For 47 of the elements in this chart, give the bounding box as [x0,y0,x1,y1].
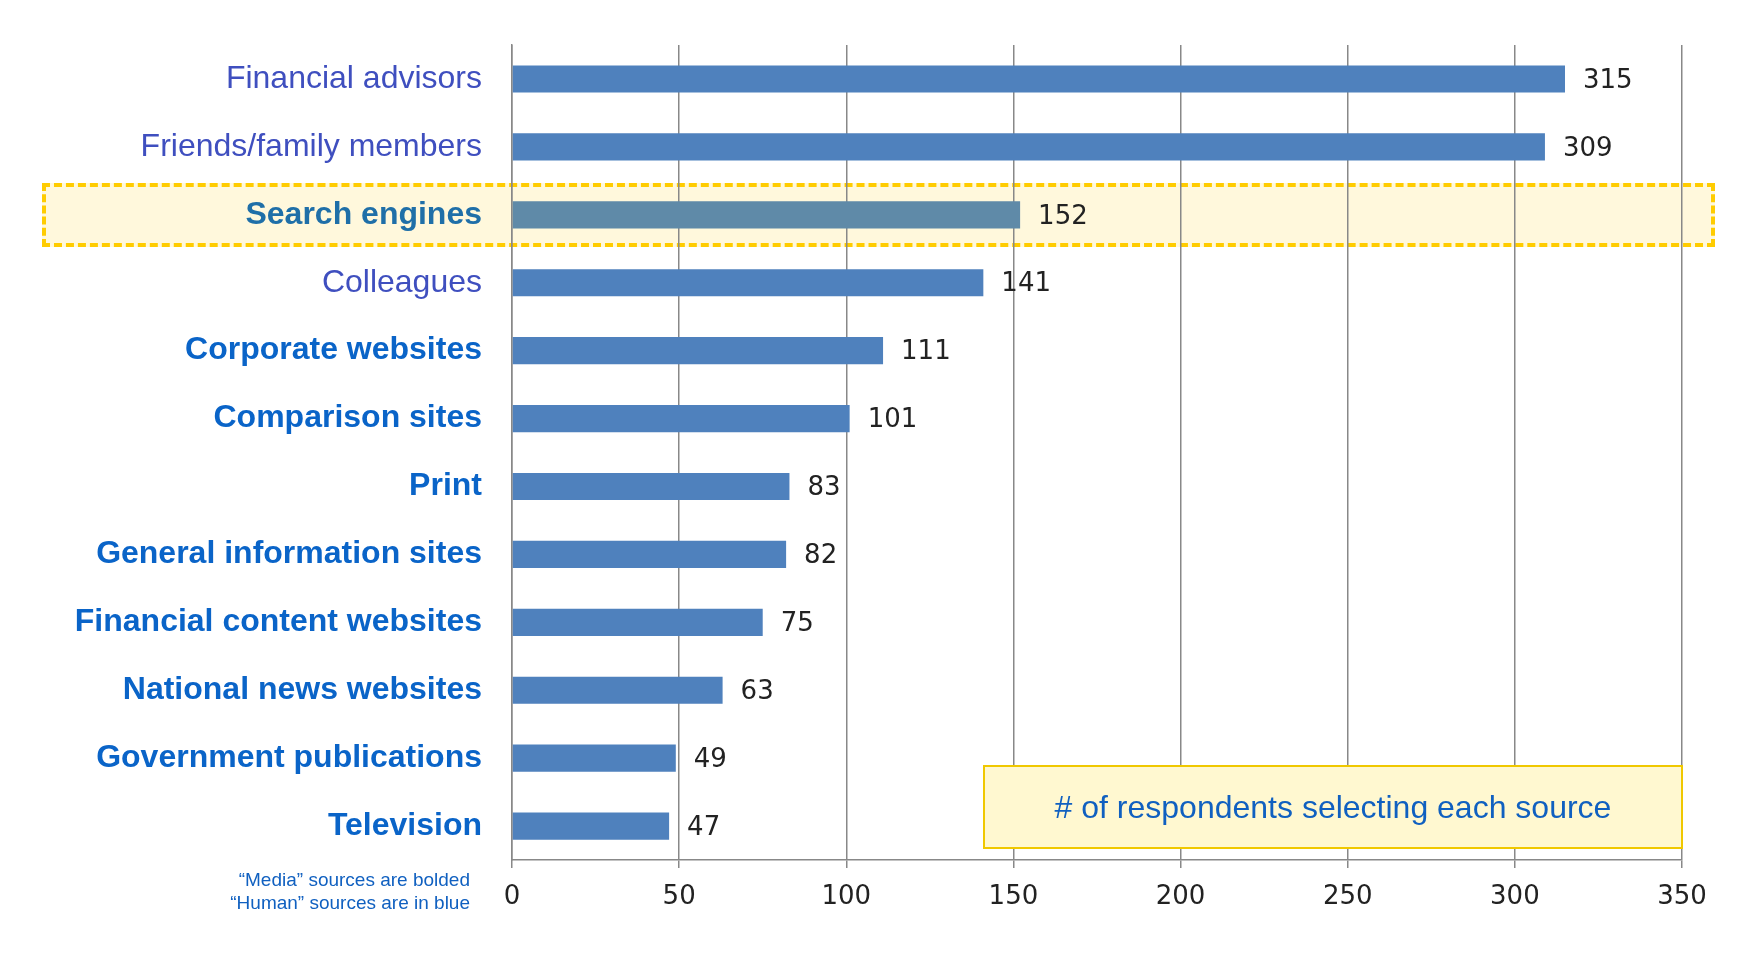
data-label: 111 [901,335,951,366]
data-label: 75 [780,607,814,638]
y-tick-label: Friends/family members [140,126,482,163]
x-tick-label: 100 [821,880,872,911]
data-label: 47 [687,810,721,841]
bar [512,744,676,772]
note-box: # of respondents selecting each source [983,765,1683,849]
data-label: 152 [1038,199,1088,230]
data-label: 49 [693,742,727,773]
text: “Media” sources are bolded [238,869,470,890]
x-tick-label: 250 [1322,880,1373,911]
y-tick-label: Comparison sites [213,398,482,435]
data-label: 83 [807,471,841,502]
bar [512,337,884,365]
bar [512,472,790,501]
x-tick-label: 300 [1490,880,1540,911]
y-tick-label: Search engines [245,194,482,231]
data-label: 63 [740,674,774,705]
data-label: 101 [867,403,918,434]
bar [512,608,763,636]
bar [512,540,787,568]
x-tick-label: 150 [988,880,1039,911]
bar [512,269,984,297]
y-tick-label: Financial advisors [225,58,482,95]
y-tick-label: Print [409,466,483,503]
y-tick-label: Television [327,805,482,842]
data-label: 309 [1562,131,1613,162]
text: “Human” sources are in blue [230,892,470,913]
y-tick-label: National news websites [122,670,482,707]
x-tick-label: 350 [1657,880,1707,911]
bar [512,201,1021,229]
x-tick-label: 0 [503,880,521,911]
y-tick-label: General information sites [96,534,482,571]
x-tick-label: 200 [1155,880,1206,911]
x-tick-label: 50 [662,880,696,911]
bar [512,133,1545,161]
y-tick-label: Colleagues [321,262,482,299]
bar [512,676,723,704]
bar [512,65,1565,93]
bar [512,812,670,840]
y-tick-label: Financial content websites [74,602,482,639]
data-label: 315 [1583,63,1633,94]
y-tick-label: Government publications [96,737,482,774]
data-label: 141 [1001,267,1051,298]
data-label: 82 [804,539,838,570]
y-tick-label: Corporate websites [185,330,482,367]
bar [512,404,850,433]
